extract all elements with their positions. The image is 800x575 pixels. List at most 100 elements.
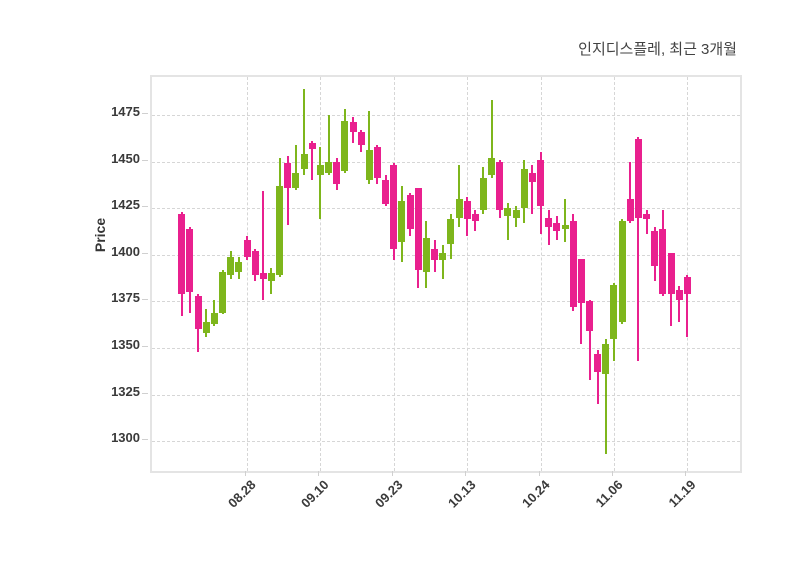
candle-wick [319, 146, 322, 220]
candle[interactable] [202, 321, 210, 334]
y-tick-label: 1325 [111, 383, 140, 399]
candle-wick [588, 299, 591, 380]
candle[interactable] [382, 180, 390, 205]
y-tick-mark [142, 113, 148, 115]
candle[interactable] [610, 284, 618, 339]
candle[interactable] [259, 273, 267, 280]
vertical-gridline [393, 77, 395, 471]
candle[interactable] [251, 251, 259, 276]
candle[interactable] [235, 262, 243, 272]
candle[interactable] [634, 139, 642, 218]
candle[interactable] [186, 228, 194, 293]
y-tick-label: 1350 [111, 336, 140, 352]
candle-wick [490, 100, 493, 179]
candle-wick [686, 275, 689, 337]
candle[interactable] [463, 200, 471, 220]
x-tick-mark [391, 471, 393, 476]
candle[interactable] [227, 256, 235, 276]
candle[interactable] [545, 217, 553, 227]
candle[interactable] [333, 161, 341, 184]
candle[interactable] [561, 224, 569, 229]
y-tick-mark [142, 345, 148, 347]
candle[interactable] [569, 221, 577, 307]
plot-area [150, 75, 742, 473]
candle[interactable] [431, 249, 439, 261]
candle[interactable] [390, 165, 398, 250]
candle[interactable] [447, 219, 455, 244]
vertical-gridline [687, 77, 689, 471]
candle[interactable] [325, 161, 333, 173]
horizontal-gridline [152, 347, 740, 349]
candle[interactable] [341, 120, 349, 171]
candle[interactable] [455, 198, 463, 218]
candle[interactable] [316, 165, 324, 175]
candle-wick [506, 202, 509, 240]
candle[interactable] [365, 150, 373, 181]
x-tick-label: 10.13 [445, 477, 479, 511]
chart-title: 인지디스플레, 최근 3개월 [578, 41, 737, 58]
candle[interactable] [675, 290, 683, 300]
x-tick-label: 08.28 [225, 477, 259, 511]
candle[interactable] [643, 213, 651, 220]
candle[interactable] [267, 273, 275, 281]
candle[interactable] [308, 142, 316, 149]
candle[interactable] [488, 157, 496, 175]
horizontal-gridline [152, 115, 740, 117]
candle[interactable] [512, 210, 520, 218]
candle[interactable] [659, 228, 667, 294]
candle[interactable] [577, 258, 585, 304]
candle[interactable] [471, 213, 479, 222]
candle[interactable] [528, 172, 536, 183]
candle-wick [564, 198, 567, 242]
candle-wick [458, 165, 461, 227]
candle[interactable] [178, 213, 186, 294]
candle[interactable] [194, 295, 202, 330]
y-tick-label: 1475 [111, 104, 140, 120]
candle[interactable] [219, 271, 227, 313]
candle[interactable] [210, 312, 218, 324]
candle[interactable] [683, 277, 691, 294]
x-tick-mark [538, 471, 540, 476]
x-tick-label: 11.19 [665, 477, 699, 511]
vertical-gridline [247, 77, 249, 471]
candle-wick [645, 210, 648, 235]
candle-wick [441, 245, 444, 280]
horizontal-gridline [152, 161, 740, 163]
candle[interactable] [594, 353, 602, 373]
candle[interactable] [357, 131, 365, 145]
candle[interactable] [243, 239, 251, 257]
candle[interactable] [537, 159, 545, 207]
candle-wick [678, 286, 681, 322]
candle[interactable] [422, 238, 430, 272]
candle[interactable] [373, 146, 381, 179]
candle-wick [303, 88, 306, 175]
candle[interactable] [479, 178, 487, 211]
candle[interactable] [586, 301, 593, 332]
candle[interactable] [292, 172, 300, 188]
candle[interactable] [504, 208, 512, 216]
candle[interactable] [300, 154, 308, 170]
candle[interactable] [414, 187, 422, 270]
candle[interactable] [667, 252, 675, 294]
horizontal-gridline [152, 441, 740, 443]
x-tick-mark [611, 471, 613, 476]
x-tick-mark [685, 471, 687, 476]
candle[interactable] [284, 163, 292, 188]
candle[interactable] [398, 200, 406, 242]
candle[interactable] [520, 169, 528, 209]
candle[interactable] [439, 252, 447, 261]
candle[interactable] [276, 185, 284, 276]
y-tick-mark [142, 252, 148, 254]
candle[interactable] [406, 195, 414, 229]
candle[interactable] [496, 161, 504, 211]
candle-wick [596, 349, 599, 404]
candle[interactable] [651, 230, 659, 266]
candle[interactable] [626, 198, 634, 222]
candle[interactable] [349, 122, 357, 132]
y-tick-mark [142, 299, 148, 301]
candle[interactable] [602, 344, 610, 375]
candle-wick [213, 299, 216, 326]
candle[interactable] [553, 223, 561, 231]
x-tick-mark [318, 471, 320, 476]
candle[interactable] [618, 221, 626, 322]
